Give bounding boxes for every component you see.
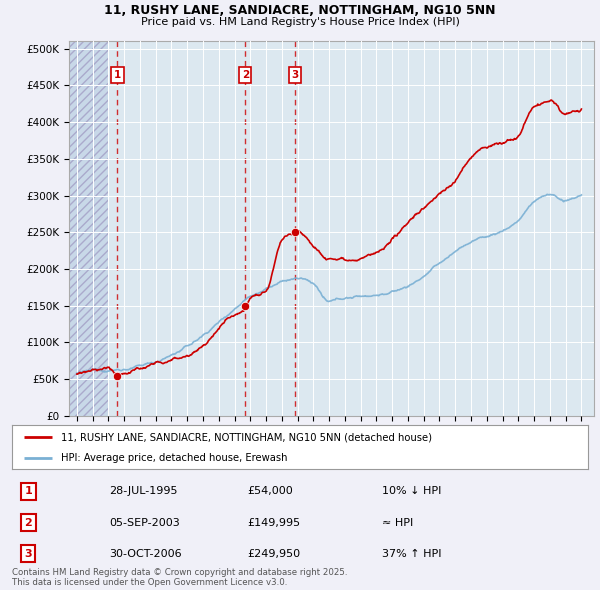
- Text: Price paid vs. HM Land Registry's House Price Index (HPI): Price paid vs. HM Land Registry's House …: [140, 17, 460, 27]
- Text: HPI: Average price, detached house, Erewash: HPI: Average price, detached house, Erew…: [61, 453, 287, 463]
- Text: 3: 3: [25, 549, 32, 559]
- Text: 11, RUSHY LANE, SANDIACRE, NOTTINGHAM, NG10 5NN: 11, RUSHY LANE, SANDIACRE, NOTTINGHAM, N…: [104, 4, 496, 17]
- Text: 2: 2: [25, 517, 32, 527]
- Text: 28-JUL-1995: 28-JUL-1995: [109, 486, 178, 496]
- Text: 05-SEP-2003: 05-SEP-2003: [109, 517, 179, 527]
- Text: 11, RUSHY LANE, SANDIACRE, NOTTINGHAM, NG10 5NN (detached house): 11, RUSHY LANE, SANDIACRE, NOTTINGHAM, N…: [61, 432, 432, 442]
- Text: Contains HM Land Registry data © Crown copyright and database right 2025.
This d: Contains HM Land Registry data © Crown c…: [12, 568, 347, 587]
- Bar: [69, 41, 109, 416]
- Text: ≈ HPI: ≈ HPI: [382, 517, 413, 527]
- Text: 1: 1: [114, 70, 121, 80]
- Text: 1: 1: [25, 486, 32, 496]
- Text: 37% ↑ HPI: 37% ↑ HPI: [382, 549, 442, 559]
- Text: £149,995: £149,995: [247, 517, 300, 527]
- Text: £54,000: £54,000: [247, 486, 293, 496]
- Text: 10% ↓ HPI: 10% ↓ HPI: [382, 486, 442, 496]
- Text: £249,950: £249,950: [247, 549, 300, 559]
- Text: 2: 2: [242, 70, 249, 80]
- Text: 30-OCT-2006: 30-OCT-2006: [109, 549, 182, 559]
- Text: 3: 3: [291, 70, 299, 80]
